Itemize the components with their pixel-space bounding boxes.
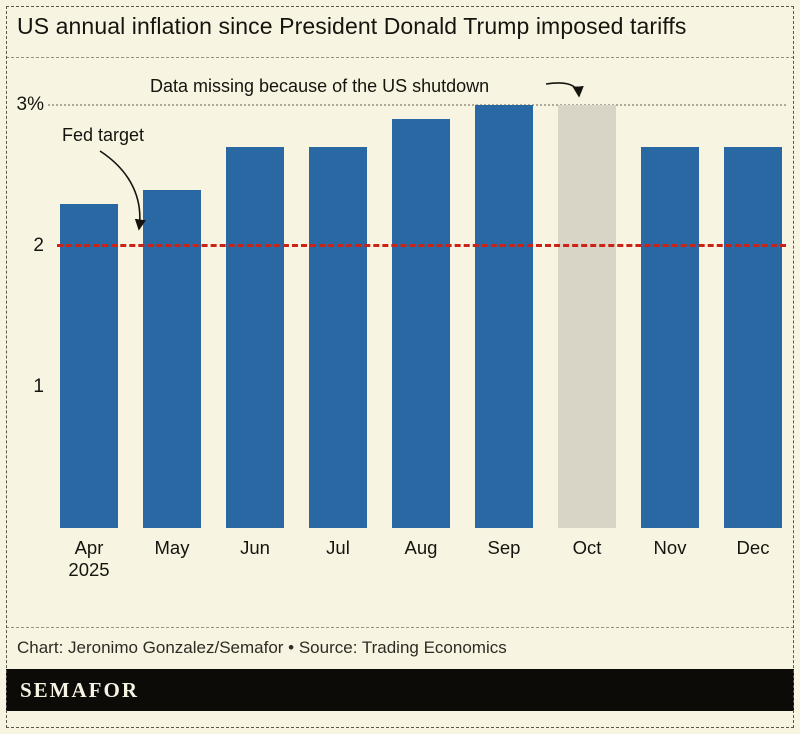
x-label-dec: Dec xyxy=(736,537,770,558)
bar-apr xyxy=(60,204,118,528)
bar-may xyxy=(143,190,201,528)
bar-oct xyxy=(558,105,616,528)
gridline-3-percent xyxy=(48,104,786,106)
missing-data-arrow xyxy=(545,82,584,98)
bar-aug xyxy=(392,119,450,528)
bar-jul xyxy=(309,147,367,528)
x-label-jul: Jul xyxy=(326,537,350,558)
semafor-logo-bar: SEMAFOR xyxy=(6,669,794,711)
x-label-may: May xyxy=(154,537,190,558)
bar-nov xyxy=(641,147,699,528)
bar-dec xyxy=(724,147,782,528)
chart-credit: Chart: Jeronimo Gonzalez/Semafor • Sourc… xyxy=(17,638,507,657)
bar-sep xyxy=(475,105,533,528)
x-label-nov: Nov xyxy=(653,537,687,558)
chart-title: US annual inflation since President Dona… xyxy=(17,13,687,39)
x-sub-label-year: 2025 xyxy=(68,559,110,580)
x-label-jun: Jun xyxy=(240,537,270,558)
semafor-logo: SEMAFOR xyxy=(20,677,139,702)
x-axis: Apr 2025 May Jun Jul Aug Sep Oct Nov Dec xyxy=(60,537,782,581)
missing-data-annotation: Data missing because of the US shutdown xyxy=(150,76,490,96)
x-label-aug: Aug xyxy=(404,537,438,558)
x-label-sep: Sep xyxy=(487,537,521,558)
bar-jun xyxy=(226,147,284,528)
x-label-apr: Apr 2025 xyxy=(60,537,118,581)
footer-separator xyxy=(6,627,794,628)
fed-target-line xyxy=(57,244,786,247)
fed-target-annotation: Fed target xyxy=(62,125,145,145)
plot-area xyxy=(60,105,782,528)
x-label-oct: Oct xyxy=(572,537,602,558)
title-separator xyxy=(6,57,794,58)
y-label-2: 2 xyxy=(33,235,44,256)
y-label-1: 1 xyxy=(33,376,44,397)
y-label-3: 3% xyxy=(16,94,44,115)
